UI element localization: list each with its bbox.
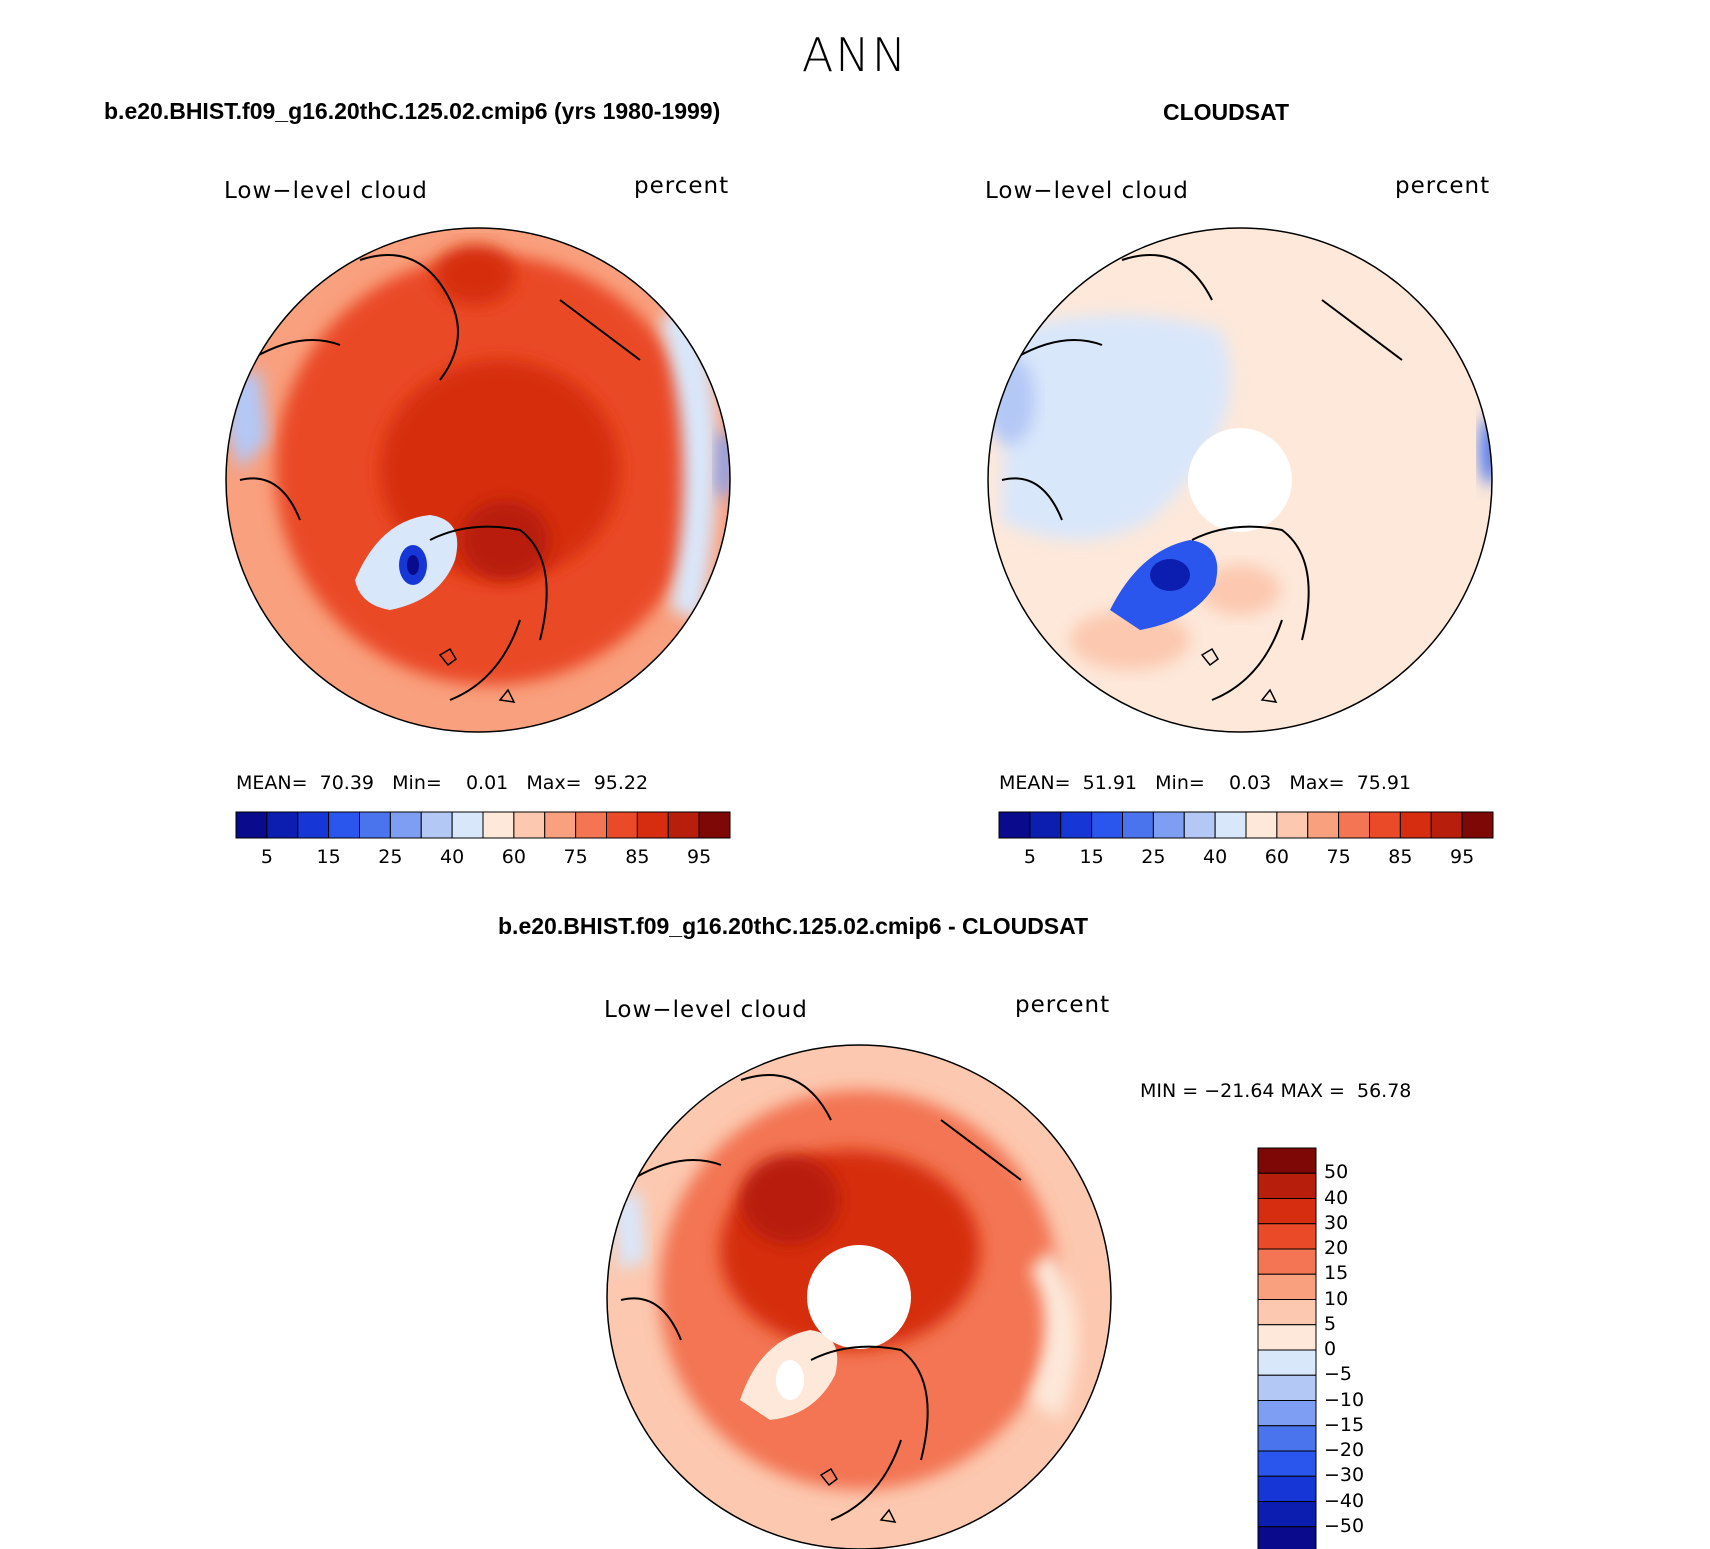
colorbar-swatch [998,811,1031,839]
colorbar-swatch [1257,1273,1317,1300]
colorbar-tick-label: 15 [316,846,341,868]
colorbar-swatch [1257,1147,1317,1174]
colorbar-swatch [1461,811,1494,839]
colorbar-swatch [1257,1223,1317,1250]
colorbar-swatch [1091,811,1123,839]
colorbar-tick-label: 15 [1324,1262,1349,1285]
diff-map [606,1044,1112,1549]
colorbar-tick-label: 15 [1079,846,1104,868]
colorbar-swatch [1245,811,1278,839]
colorbar-swatch [235,811,268,839]
colorbar-swatch [1257,1172,1317,1199]
colorbar-swatch [1369,811,1401,839]
obs-colorbar [998,811,1494,839]
colorbar-swatch [1122,811,1154,839]
colorbar-tick-label: 60 [501,846,526,868]
colorbar-swatch [513,811,546,839]
model-stats: MEAN= 70.39 Min= 0.01 Max= 95.22 [236,772,649,794]
colorbar-swatch [1257,1374,1317,1401]
colorbar-tick-label: 95 [687,846,712,868]
colorbar-swatch [266,811,299,839]
colorbar-tick-label: 25 [378,846,403,868]
colorbar-tick-label: 50 [1324,1161,1349,1184]
colorbar-tick-label: −50 [1324,1514,1365,1537]
colorbar-tick-label: 85 [1388,846,1413,868]
colorbar-tick-label: 30 [1324,1211,1349,1234]
model-case-title: b.e20.BHIST.f09_g16.20thC.125.02.cmip6 (… [104,98,721,124]
colorbar-swatch [1152,811,1185,839]
colorbar-tick-label: −20 [1324,1439,1365,1461]
diff-units-label: percent [1015,992,1111,1018]
colorbar-tick-label: 40 [1203,846,1228,868]
diff-case-title: b.e20.BHIST.f09_g16.20thC.125.02.cmip6 -… [498,913,1089,939]
colorbar-swatch [1257,1425,1317,1452]
colorbar-swatch [359,811,391,839]
colorbar-swatch [1257,1501,1317,1528]
colorbar-swatch [575,811,607,839]
colorbar-swatch [389,811,422,839]
colorbar-swatch [1276,811,1309,839]
diff-stats: MIN = −21.64 MAX = 56.78 [1140,1080,1412,1102]
colorbar-swatch [1430,811,1463,839]
colorbar-swatch [1257,1450,1317,1477]
model-colorbar [235,811,731,839]
colorbar-tick-label: 5 [1023,846,1036,868]
colorbar-tick-label: 5 [1324,1312,1337,1335]
colorbar-tick-label: 5 [260,846,273,868]
colorbar-swatch [1257,1299,1317,1326]
colorbar-swatch [1257,1248,1317,1275]
colorbar-swatch [1257,1324,1317,1351]
colorbar-swatch [482,811,515,839]
colorbar-tick-label: 40 [440,846,465,868]
diff-colorbar [1257,1147,1317,1549]
colorbar-tick-label: −5 [1324,1363,1353,1386]
colorbar-tick-label: 95 [1450,846,1475,868]
colorbar-swatch [1257,1349,1317,1376]
colorbar-swatch [1257,1400,1317,1427]
colorbar-swatch [667,811,700,839]
colorbar-swatch [451,811,484,839]
colorbar-swatch [636,811,669,839]
colorbar-tick-label: −15 [1324,1413,1365,1436]
colorbar-swatch [1338,811,1370,839]
colorbar-tick-label: 60 [1264,846,1289,868]
model-variable-label: Low−level cloud [224,178,428,204]
colorbar-tick-label: 10 [1324,1287,1349,1310]
obs-case-title: CLOUDSAT [1163,99,1290,125]
colorbar-swatch [1257,1475,1317,1502]
obs-units-label: percent [1395,173,1491,199]
colorbar-swatch [420,811,453,839]
colorbar-tick-label: 0 [1324,1338,1337,1360]
colorbar-swatch [328,811,360,839]
page-title: ANN [801,28,909,82]
colorbar-tick-label: −10 [1324,1388,1365,1411]
obs-stats: MEAN= 51.91 Min= 0.03 Max= 75.91 [999,772,1412,794]
colorbar-tick-label: 20 [1324,1237,1349,1259]
colorbar-tick-label: 75 [1326,846,1351,868]
colorbar-swatch [698,811,731,839]
colorbar-swatch [606,811,638,839]
colorbar-swatch [544,811,577,839]
colorbar-swatch [1183,811,1216,839]
colorbar-swatch [1257,1198,1317,1225]
model-units-label: percent [634,173,730,199]
obs-map [987,227,1493,733]
diff-variable-label: Low−level cloud [604,997,808,1023]
colorbar-swatch [1257,1526,1317,1549]
model-map [225,227,731,733]
colorbar-tick-label: 85 [625,846,650,868]
colorbar-tick-label: −40 [1324,1489,1365,1512]
colorbar-swatch [1060,811,1093,839]
colorbar-swatch [1307,811,1340,839]
colorbar-tick-label: 75 [563,846,588,868]
colorbar-tick-label: −30 [1324,1464,1365,1487]
colorbar-tick-label: 25 [1141,846,1166,868]
obs-variable-label: Low−level cloud [985,178,1189,204]
colorbar-swatch [1029,811,1062,839]
colorbar-swatch [1214,811,1247,839]
colorbar-swatch [297,811,330,839]
colorbar-tick-label: 40 [1324,1186,1349,1209]
colorbar-swatch [1399,811,1432,839]
